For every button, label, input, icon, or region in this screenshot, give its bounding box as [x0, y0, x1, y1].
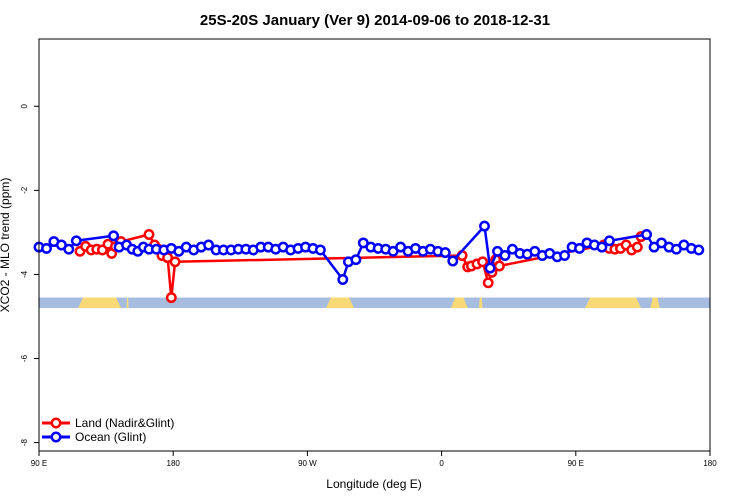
land-band-segment [650, 297, 660, 309]
data-point [143, 229, 155, 240]
x-tick-label: 90 E [568, 459, 584, 468]
legend-ocean-marker [50, 431, 62, 443]
y-tick-label: -4 [20, 270, 29, 278]
data-point [169, 256, 181, 268]
data-point [203, 239, 215, 251]
plot-frame [38, 38, 711, 452]
data-point [559, 250, 571, 261]
data-point [499, 250, 511, 261]
land-band-segment [478, 297, 483, 309]
data-point [641, 229, 653, 240]
y-tick-label: 0 [20, 103, 29, 108]
data-point [479, 220, 490, 232]
data-point [63, 243, 75, 255]
y-tick-label: -8 [20, 438, 29, 446]
data-point [337, 274, 349, 285]
data-point [631, 241, 643, 253]
data-point [477, 256, 489, 268]
data-series [33, 220, 705, 304]
y-axis-label: XCO2 - MLO trend (ppm) [0, 178, 12, 313]
series-0 [74, 229, 647, 304]
data-point [41, 242, 52, 254]
x-tick-label: 90 W [298, 459, 317, 468]
land-band-segment [326, 297, 354, 309]
chart-title: 25S-20S January (Ver 9) 2014-09-06 to 20… [200, 12, 550, 29]
legend-land-marker [50, 417, 62, 429]
land-band-segment [585, 297, 642, 309]
axis-ticks: 90 E 180 90 W 0 90 E 180 0 -2 -4 -6 -8 [20, 103, 717, 468]
land-ocean-band [39, 297, 710, 309]
data-point [493, 260, 505, 272]
data-point [484, 262, 496, 274]
land-band-segment [78, 297, 122, 309]
x-tick-label: 180 [703, 459, 717, 468]
land-band-segment [126, 297, 129, 309]
y-tick-label: -6 [20, 354, 29, 362]
x-axis-label: Longitude (deg E) [326, 477, 421, 491]
series-1 [33, 220, 705, 285]
data-point [70, 235, 82, 247]
legend-ocean-label: Ocean (Glint) [75, 430, 146, 444]
data-point [693, 244, 705, 256]
data-point [165, 292, 177, 304]
data-point [108, 230, 120, 242]
data-point [596, 241, 608, 253]
data-point [482, 277, 494, 289]
data-point [350, 254, 362, 266]
x-tick-label: 90 E [31, 459, 47, 468]
legend-land-label: Land (Nadir&Glint) [75, 416, 174, 430]
x-tick-label: 180 [167, 459, 181, 468]
y-tick-label: -2 [20, 186, 29, 194]
legend: Land (Nadir&Glint) Ocean (Glint) [42, 416, 174, 444]
data-point [314, 244, 326, 256]
data-point [439, 247, 451, 259]
data-point [447, 255, 459, 267]
land-band-segment [450, 297, 468, 309]
ocean-band [39, 297, 710, 309]
data-point [574, 242, 585, 254]
x-tick-label: 0 [439, 459, 444, 468]
data-point [603, 235, 615, 247]
